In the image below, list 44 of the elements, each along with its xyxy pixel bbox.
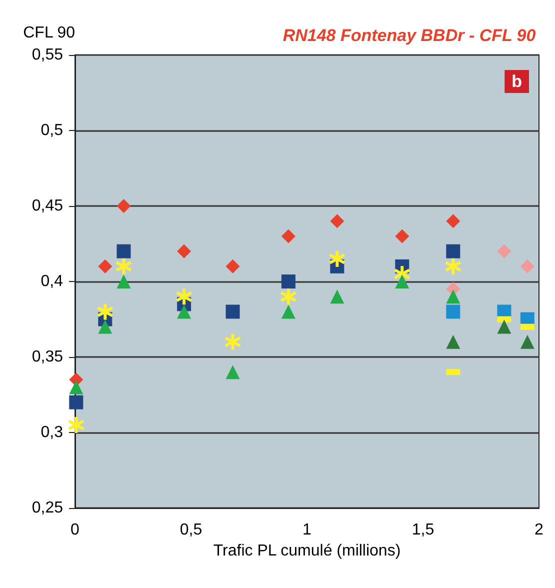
point: [116, 244, 131, 258]
y-axis-title: CFL 90: [23, 24, 76, 42]
x-tick-label: 2: [534, 522, 544, 538]
x-tick-label: 0: [70, 522, 80, 538]
y-tick-label: 0,3: [40, 424, 64, 441]
point: [520, 259, 534, 274]
point: [330, 214, 344, 228]
x-tick-label: 1: [302, 522, 312, 538]
point: [226, 365, 240, 380]
y-tick-label: 0,45: [32, 198, 64, 214]
point: [497, 244, 512, 258]
point: [395, 274, 410, 288]
annotation: b: [512, 72, 522, 91]
y-tick-label: 0,35: [32, 348, 64, 366]
point: [330, 290, 344, 304]
point: [116, 274, 131, 288]
y-tick-label: 0,4: [40, 273, 64, 290]
point: [177, 304, 192, 319]
point: [395, 229, 410, 244]
point: [177, 244, 192, 258]
point: [69, 380, 84, 394]
point: [69, 395, 84, 410]
point: [446, 334, 460, 349]
x-tick-label: 1,5: [412, 522, 434, 538]
point: [281, 274, 296, 288]
x-axis-title: Trafic PL cumulé (millions): [213, 542, 401, 560]
point: [281, 229, 296, 244]
point: [446, 244, 460, 258]
point: [116, 199, 131, 213]
chart-title: RN148 Fontenay BBDr - CFL 90: [282, 26, 536, 45]
y-tick-label: 0,55: [32, 46, 64, 64]
point: [446, 290, 460, 304]
y-tick-label: 0,5: [40, 122, 64, 139]
point: [226, 259, 240, 274]
point: [98, 259, 112, 274]
x-tick-label: 0,5: [180, 522, 202, 538]
point: [446, 304, 460, 319]
point: [281, 304, 296, 319]
point: [226, 304, 240, 319]
point: [520, 334, 534, 349]
y-tick-label: 0,25: [32, 500, 64, 516]
point: [446, 214, 460, 228]
point: [98, 320, 112, 334]
point: [497, 320, 512, 334]
